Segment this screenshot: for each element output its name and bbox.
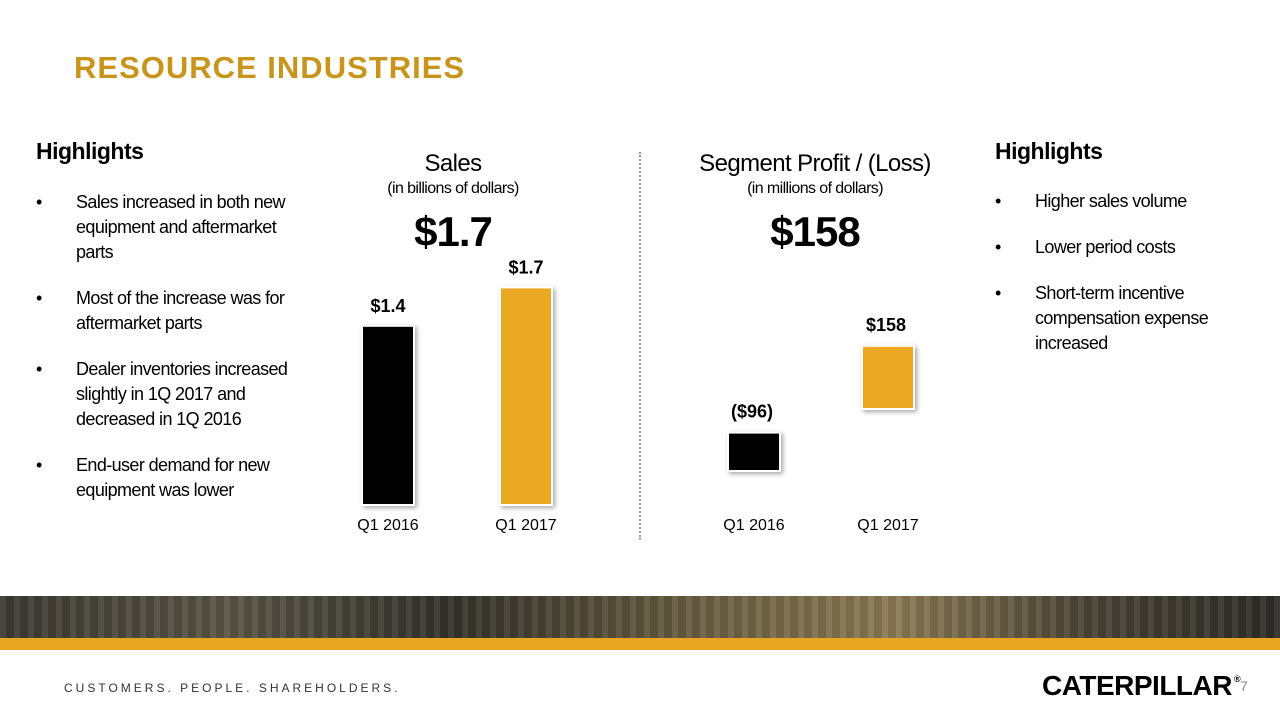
sales-bar-chart: $1.4 Q1 2016 $1.7 Q1 2017 — [357, 257, 556, 534]
sales-headline-value: $1.7 — [414, 208, 493, 255]
sales-category-label: Q1 2016 — [357, 517, 418, 534]
left-highlight-item: Dealer inventories increased slightly in… — [36, 357, 316, 432]
sales-data-label: $1.4 — [370, 296, 405, 316]
sales-chart-title: Sales — [424, 150, 482, 177]
sales-category-label: Q1 2017 — [495, 517, 556, 534]
left-highlight-item: End-user demand for new equipment was lo… — [36, 453, 316, 503]
profit-bar-q1-2016 — [727, 431, 781, 473]
right-highlight-item: Lower period costs — [995, 235, 1235, 260]
profit-chart-subtitle: (in millions of dollars) — [747, 180, 883, 197]
left-highlight-item: Sales increased in both new equipment an… — [36, 190, 316, 265]
left-highlights-list: Sales increased in both new equipment an… — [36, 190, 316, 524]
chart-divider — [639, 152, 641, 540]
right-highlight-item: Higher sales volume — [995, 189, 1235, 214]
footer-tagline: CUSTOMERS. PEOPLE. SHAREHOLDERS. — [64, 681, 401, 695]
profit-category-label: Q1 2016 — [723, 517, 784, 534]
right-highlights-list: Higher sales volume Lower period costs S… — [995, 189, 1235, 377]
profit-bar-chart: ($96) Q1 2016 $158 Q1 2017 — [723, 315, 918, 534]
slide-title: RESOURCE INDUSTRIES — [74, 50, 466, 85]
left-highlight-item: Most of the increase was for aftermarket… — [36, 286, 316, 336]
profit-chart-title: Segment Profit / (Loss) — [699, 150, 931, 177]
registered-mark: ® — [1233, 674, 1241, 684]
right-highlights-heading: Highlights — [995, 138, 1103, 164]
sales-chart-subtitle: (in billions of dollars) — [387, 180, 519, 197]
profit-data-label: $158 — [866, 315, 906, 335]
sales-bar-q1-2017 — [499, 286, 553, 507]
profit-headline-value: $158 — [770, 208, 860, 255]
left-highlights-heading: Highlights — [36, 138, 144, 164]
page-number: 7 — [1240, 678, 1248, 694]
footer-gold-stripe — [0, 638, 1280, 650]
caterpillar-logo: CATERPILLAR ® — [1042, 670, 1241, 702]
logo-text: CATERPILLAR — [1042, 670, 1232, 701]
profit-bar-q1-2017 — [861, 344, 915, 411]
sales-bar-q1-2016 — [361, 324, 415, 506]
profit-category-label: Q1 2017 — [857, 517, 918, 534]
right-highlight-item: Short-term incentive compensation expens… — [995, 281, 1235, 356]
profit-data-label: ($96) — [731, 402, 773, 422]
sales-data-label: $1.7 — [508, 257, 543, 277]
